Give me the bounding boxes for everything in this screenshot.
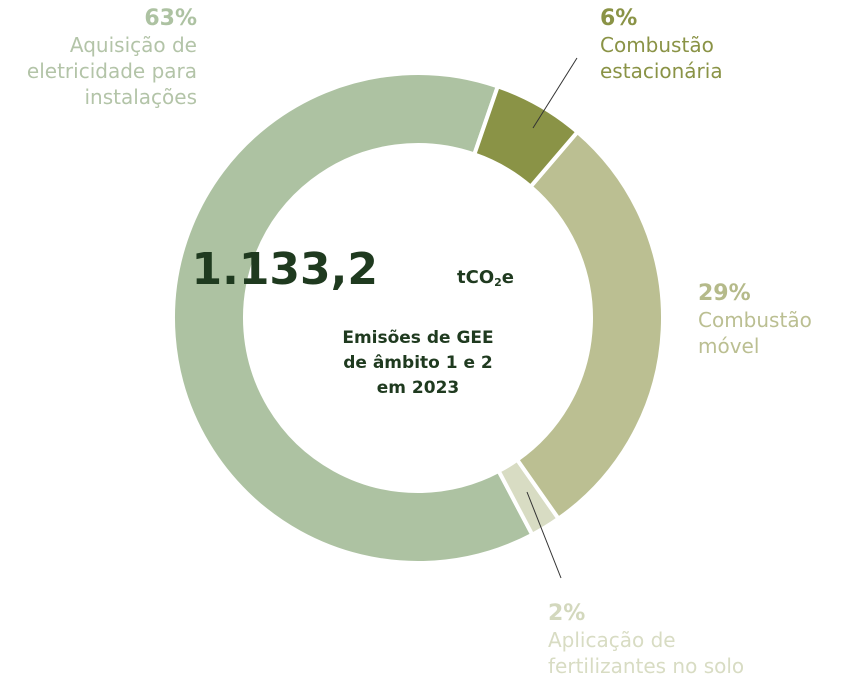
center-value: 1.133,2 bbox=[191, 244, 378, 295]
donut-segment bbox=[171, 71, 535, 565]
slice-label: 63% Aquisição de eletricidade para instal… bbox=[27, 6, 197, 110]
slice-label: 2% Aplicação de fertilizantes no solo bbox=[548, 601, 744, 679]
leader-line bbox=[526, 491, 562, 579]
category-label: Aquisição de eletricidade para instalaçõ… bbox=[26, 33, 197, 109]
unit-tail: e bbox=[502, 267, 514, 288]
value-label: 63% bbox=[144, 6, 197, 31]
center-text: em 2023 bbox=[377, 378, 459, 398]
unit-sub: 2 bbox=[494, 276, 502, 289]
category-label: Combustão estacionária bbox=[600, 33, 723, 83]
center-text: Emisões de GEE bbox=[342, 328, 493, 348]
center-text: de âmbito 1 e 2 bbox=[343, 353, 493, 373]
category-label: Aplicação de fertilizantes no solo bbox=[548, 628, 745, 678]
slice-label: 29% Combustão móvel bbox=[698, 281, 812, 359]
value-label: 6% bbox=[600, 6, 638, 31]
value-label: 29% bbox=[698, 281, 751, 306]
unit: tCO bbox=[457, 267, 494, 288]
category-label: Combustão móvel bbox=[698, 308, 812, 358]
leader-line bbox=[532, 57, 578, 129]
slice-label: 6% Combustão estacionária bbox=[600, 6, 723, 84]
center-unit: tCO2e bbox=[457, 267, 514, 289]
donut-segment bbox=[471, 83, 581, 190]
donut-segment bbox=[514, 129, 665, 522]
value-label: 2% bbox=[548, 601, 586, 626]
